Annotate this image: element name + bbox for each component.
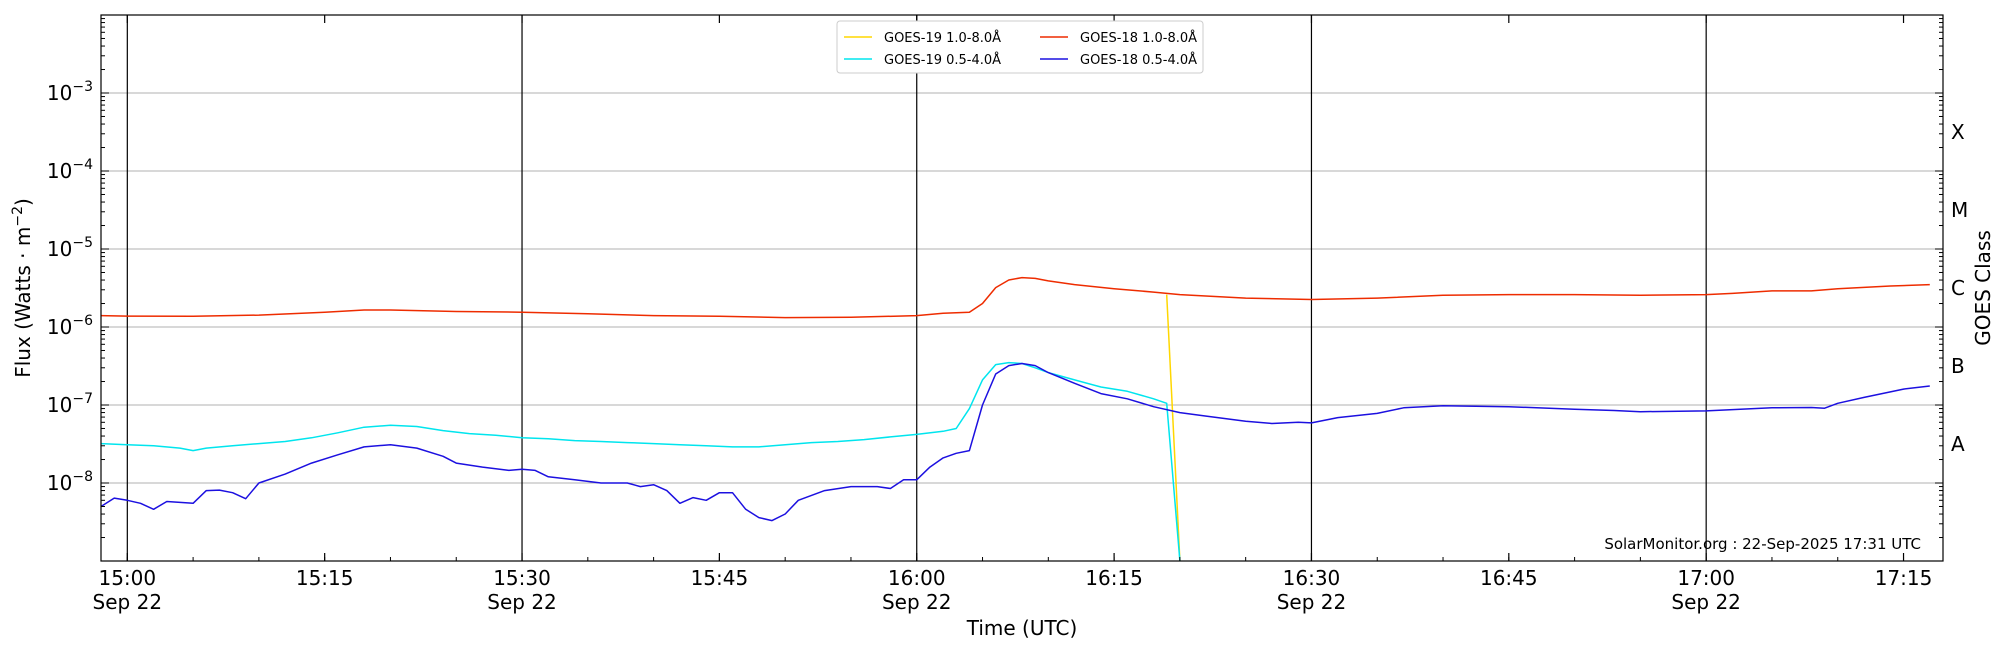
- goes-class-axis-label: GOES Class: [1971, 230, 1995, 346]
- legend-box: [836, 20, 1204, 74]
- vertical-time-lines: [126, 15, 1707, 561]
- credit-annotation: SolarMonitor.org : 22-Sep-2025 17:31 UTC: [1604, 535, 1921, 553]
- goes-class-label: C: [1951, 276, 1965, 300]
- y-axis-label: Flux (Watts · m−2): [10, 198, 35, 378]
- x-tick-label: 16:00: [888, 566, 946, 590]
- x-tick-label: 16:15: [1085, 566, 1143, 590]
- legend-label: GOES-18 0.5-4.0Å: [1080, 52, 1197, 68]
- x-tick-label: 15:30: [493, 566, 551, 590]
- x-tick-label: 17:00: [1677, 566, 1735, 590]
- x-tick-label: 16:30: [1283, 566, 1341, 590]
- x-axis-label: Time (UTC): [966, 616, 1078, 640]
- legend-label: GOES-19 0.5-4.0Å: [884, 52, 1001, 68]
- y-tick-label: 10−6: [47, 313, 93, 339]
- y-tick-exponent: −8: [72, 469, 93, 485]
- goes-class-label: X: [1951, 120, 1965, 144]
- y-tick-exponent: −6: [72, 313, 93, 329]
- plot-frame: [100, 14, 1944, 562]
- x-tick-date-label: Sep 22: [882, 590, 952, 614]
- series-layer: [100, 276, 1930, 562]
- series-line-0: [1165, 294, 1181, 562]
- x-tick-date-label: Sep 22: [487, 590, 557, 614]
- x-tick-date-label: Sep 22: [1671, 590, 1741, 614]
- x-tick-date-label: Sep 22: [1277, 590, 1347, 614]
- x-tick-label: 15:15: [296, 566, 354, 590]
- y-tick-mantissa: 10: [47, 81, 72, 105]
- goes-class-labels: A B C M X: [1951, 120, 1968, 456]
- y-tick-mantissa: 10: [47, 471, 72, 495]
- y-tick-exponent: −3: [72, 79, 93, 95]
- y-axis-label-text: Flux (Watts · m: [11, 227, 35, 378]
- grid-layer: [101, 92, 1943, 484]
- y-tick-exponent: −7: [72, 391, 93, 407]
- series-line-2: [100, 276, 1930, 319]
- y-axis-ticks: 10−810−710−610−510−410−3: [47, 14, 1943, 562]
- y-tick-label: 10−4: [47, 157, 93, 183]
- x-tick-label: 15:45: [691, 566, 749, 590]
- y-axis-label-close: ): [11, 198, 35, 206]
- legend-label: GOES-18 1.0-8.0Å: [1080, 30, 1197, 46]
- y-tick-label: 10−5: [47, 235, 93, 261]
- goes-class-label: A: [1951, 432, 1965, 456]
- x-tick-date-label: Sep 22: [93, 590, 163, 614]
- series-line-3: [100, 362, 1930, 522]
- y-tick-exponent: −5: [72, 235, 93, 251]
- y-tick-mantissa: 10: [47, 159, 72, 183]
- y-tick-label: 10−7: [47, 391, 93, 417]
- x-tick-label: 16:45: [1480, 566, 1538, 590]
- x-tick-label: 17:15: [1875, 566, 1933, 590]
- goes-class-label: B: [1951, 354, 1965, 378]
- y-tick-mantissa: 10: [47, 237, 72, 261]
- y-tick-mantissa: 10: [47, 315, 72, 339]
- y-tick-mantissa: 10: [47, 393, 72, 417]
- x-tick-label: 15:00: [98, 566, 156, 590]
- y-axis-label-exponent: −2: [10, 206, 26, 227]
- y-tick-exponent: −4: [72, 157, 93, 173]
- y-tick-label: 10−3: [47, 79, 93, 105]
- legend-label: GOES-19 1.0-8.0Å: [884, 30, 1001, 46]
- y-tick-label: 10−8: [47, 469, 93, 495]
- goes-class-label: M: [1951, 198, 1968, 222]
- legend: GOES-19 1.0-8.0Å GOES-19 0.5-4.0Å GOES-18 …: [836, 20, 1204, 74]
